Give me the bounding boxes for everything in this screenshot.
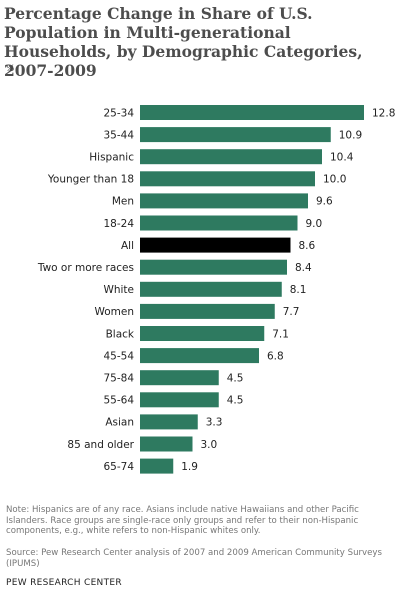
category-label-all: All (121, 240, 134, 252)
chart-source: Source: Pew Research Center analysis of … (6, 548, 382, 569)
bar-45-54 (140, 348, 259, 364)
value-label-hispanic: 10.4 (330, 152, 354, 164)
value-label-25-34: 12.8 (372, 107, 395, 119)
bar-85-and-older (140, 436, 193, 452)
value-label-35-44: 10.9 (339, 129, 362, 141)
bar-two-or-more-races (140, 259, 287, 275)
bar-white (140, 281, 282, 297)
value-label-55-64: 4.5 (227, 395, 244, 407)
value-label-two-or-more-races: 8.4 (295, 262, 312, 274)
value-label-75-84: 4.5 (227, 373, 244, 385)
value-label-all: 8.6 (299, 240, 316, 252)
bar-all (140, 237, 291, 253)
category-label-white: White (103, 284, 134, 296)
footer-credit: PEW RESEARCH CENTER (6, 578, 122, 588)
bar-25-34 (140, 105, 364, 120)
chart-note: Note: Hispanics are of any race. Asians … (6, 505, 359, 537)
category-label-85-and-older: 85 and older (67, 439, 134, 451)
bar-75-84 (140, 370, 219, 386)
category-label-25-34: 25-34 (103, 107, 134, 119)
value-label-black: 7.1 (272, 328, 289, 340)
category-label-younger-than-18: Younger than 18 (47, 174, 134, 186)
bar-women (140, 303, 275, 319)
category-label-women: Women (94, 306, 134, 318)
value-label-asian: 3.3 (206, 417, 223, 429)
value-label-men: 9.6 (316, 196, 333, 208)
category-label-black: Black (106, 328, 135, 340)
category-label-two-or-more-races: Two or more races (37, 262, 134, 274)
chart-title: Percentage Change in Share of U.S. Popul… (4, 4, 363, 80)
category-label-45-54: 45-54 (103, 350, 134, 362)
category-label-men: Men (112, 196, 134, 208)
bar-35-44 (140, 127, 331, 143)
bar-younger-than-18 (140, 171, 315, 187)
category-label-asian: Asian (105, 417, 134, 429)
value-label-white: 8.1 (290, 284, 307, 296)
bar-55-64 (140, 392, 219, 408)
value-label-85-and-older: 3.0 (201, 439, 218, 451)
category-label-18-24: 18-24 (103, 218, 134, 230)
value-label-45-54: 6.8 (267, 350, 284, 362)
bar-men (140, 193, 308, 209)
unit-label: % (6, 64, 15, 74)
bar-hispanic (140, 149, 322, 165)
category-label-hispanic: Hispanic (89, 152, 134, 164)
category-label-65-74: 65-74 (103, 461, 134, 473)
value-label-younger-than-18: 10.0 (323, 174, 346, 186)
bar-18-24 (140, 215, 298, 231)
bar-black (140, 326, 265, 341)
bar-65-74 (140, 458, 174, 474)
value-label-18-24: 9.0 (306, 218, 323, 230)
category-label-75-84: 75-84 (103, 373, 134, 385)
category-label-55-64: 55-64 (103, 395, 134, 407)
bar-chart: 25-34 12.8 35-44 10.9 Hispanic 10.4 Younger th… (37, 105, 395, 474)
value-label-65-74: 1.9 (181, 461, 198, 473)
category-label-35-44: 35-44 (103, 129, 134, 141)
bar-asian (140, 414, 198, 430)
value-label-women: 7.7 (283, 306, 300, 318)
